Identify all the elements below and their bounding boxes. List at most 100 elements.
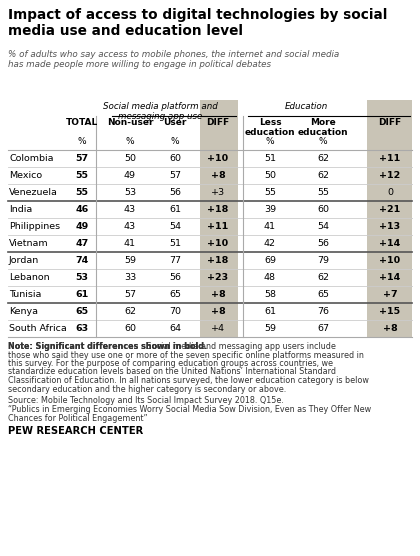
Text: Kenya: Kenya [9, 307, 38, 316]
Text: Social media and messaging app users include: Social media and messaging app users inc… [144, 342, 336, 351]
Text: this survey. For the purpose of comparing education groups across countries, we: this survey. For the purpose of comparin… [8, 359, 333, 368]
Text: %: % [319, 137, 327, 146]
Bar [200, 100, 238, 337]
Text: 61: 61 [264, 307, 276, 316]
Text: 63: 63 [76, 324, 89, 333]
Text: 51: 51 [169, 239, 181, 248]
Text: PEW RESEARCH CENTER: PEW RESEARCH CENTER [8, 426, 143, 436]
Text: +8: +8 [383, 324, 397, 333]
Text: 60: 60 [317, 205, 329, 214]
Text: Chances for Political Engagement”: Chances for Political Engagement” [8, 414, 147, 423]
Text: 55: 55 [264, 188, 276, 197]
Text: standardize education levels based on the United Nations’ International Standard: standardize education levels based on th… [8, 368, 336, 376]
Text: Education: Education [285, 102, 328, 111]
Text: DIFF: DIFF [378, 118, 402, 127]
Text: Note: Significant differences shown in bold.: Note: Significant differences shown in b… [8, 342, 207, 351]
Text: India: India [9, 205, 32, 214]
Text: “Publics in Emerging Economies Worry Social Media Sow Division, Even as They Off: “Publics in Emerging Economies Worry Soc… [8, 405, 371, 415]
Text: 55: 55 [317, 188, 329, 197]
Text: +23: +23 [207, 273, 228, 282]
Text: 79: 79 [317, 256, 329, 265]
Text: +8: +8 [210, 171, 226, 180]
Text: 57: 57 [169, 171, 181, 180]
Text: 54: 54 [317, 222, 329, 231]
Text: %: % [78, 137, 87, 146]
Text: 65: 65 [76, 307, 89, 316]
Text: Colombia: Colombia [9, 154, 53, 163]
Text: +10: +10 [379, 256, 401, 265]
Text: 58: 58 [264, 290, 276, 299]
Text: +11: +11 [207, 222, 228, 231]
Text: +8: +8 [210, 307, 226, 316]
Text: 55: 55 [76, 171, 89, 180]
Text: 50: 50 [124, 154, 136, 163]
Text: 64: 64 [169, 324, 181, 333]
Text: Source: Mobile Technology and Its Social Impact Survey 2018. Q15e.: Source: Mobile Technology and Its Social… [8, 396, 284, 405]
Text: Non-user: Non-user [107, 118, 153, 127]
Text: 46: 46 [75, 205, 89, 214]
Text: 43: 43 [124, 205, 136, 214]
Text: +8: +8 [210, 290, 226, 299]
Text: 53: 53 [76, 273, 89, 282]
Text: +18: +18 [207, 205, 228, 214]
Text: 59: 59 [124, 256, 136, 265]
Text: 74: 74 [75, 256, 89, 265]
Text: 76: 76 [317, 307, 329, 316]
Bar [367, 100, 412, 337]
Text: 65: 65 [169, 290, 181, 299]
Text: Less
education: Less education [245, 118, 295, 137]
Text: Note: Significant differences shown in bold.: Note: Significant differences shown in b… [8, 342, 207, 351]
Text: 53: 53 [124, 188, 136, 197]
Text: South Africa: South Africa [9, 324, 67, 333]
Text: Classification of Education. In all nations surveyed, the lower education catego: Classification of Education. In all nati… [8, 376, 369, 385]
Text: 70: 70 [169, 307, 181, 316]
Text: 57: 57 [76, 154, 89, 163]
Text: 42: 42 [264, 239, 276, 248]
Text: 48: 48 [264, 273, 276, 282]
Text: 51: 51 [264, 154, 276, 163]
Text: Social media platform and
messaging app use: Social media platform and messaging app … [103, 102, 218, 121]
Text: 69: 69 [264, 256, 276, 265]
Text: 59: 59 [264, 324, 276, 333]
Text: 77: 77 [169, 256, 181, 265]
Text: Tunisia: Tunisia [9, 290, 42, 299]
Text: 60: 60 [169, 154, 181, 163]
Text: 62: 62 [124, 307, 136, 316]
Text: +3: +3 [211, 188, 225, 197]
Text: +4: +4 [211, 324, 225, 333]
Text: 39: 39 [264, 205, 276, 214]
Text: %: % [126, 137, 134, 146]
Text: DIFF: DIFF [207, 118, 230, 127]
Text: 49: 49 [124, 171, 136, 180]
Text: % of adults who say access to mobile phones, the internet and social media
has m: % of adults who say access to mobile pho… [8, 50, 339, 70]
Text: TOTAL: TOTAL [66, 118, 98, 127]
Text: Jordan: Jordan [9, 256, 39, 265]
Text: +14: +14 [379, 273, 401, 282]
Text: +7: +7 [383, 290, 397, 299]
Text: 49: 49 [75, 222, 89, 231]
Text: 33: 33 [124, 273, 136, 282]
Text: +13: +13 [379, 222, 401, 231]
Text: +21: +21 [379, 205, 401, 214]
Text: 47: 47 [75, 239, 89, 248]
Text: 62: 62 [317, 273, 329, 282]
Text: Impact of access to digital technologies by social
media use and education level: Impact of access to digital technologies… [8, 8, 387, 38]
Text: +18: +18 [207, 256, 228, 265]
Text: 50: 50 [264, 171, 276, 180]
Text: Lebanon: Lebanon [9, 273, 50, 282]
Text: Mexico: Mexico [9, 171, 42, 180]
Text: %: % [266, 137, 274, 146]
Text: +10: +10 [207, 154, 228, 163]
Text: 56: 56 [169, 188, 181, 197]
Text: 62: 62 [317, 171, 329, 180]
Text: 61: 61 [75, 290, 89, 299]
Text: secondary education and the higher category is secondary or above.: secondary education and the higher categ… [8, 385, 286, 394]
Text: +14: +14 [379, 239, 401, 248]
Text: 41: 41 [124, 239, 136, 248]
Text: 55: 55 [76, 188, 89, 197]
Text: 56: 56 [317, 239, 329, 248]
Text: Venezuela: Venezuela [9, 188, 58, 197]
Text: 60: 60 [124, 324, 136, 333]
Text: those who said they use one or more of the seven specific online platforms measu: those who said they use one or more of t… [8, 350, 364, 360]
Text: %: % [171, 137, 179, 146]
